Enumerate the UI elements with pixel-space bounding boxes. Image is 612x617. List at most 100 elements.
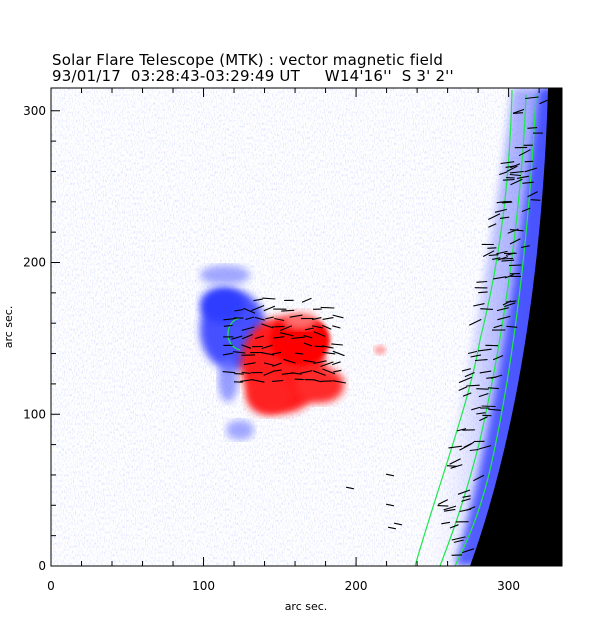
field-vector bbox=[303, 342, 313, 347]
field-vector bbox=[480, 308, 493, 310]
field-vector bbox=[231, 335, 243, 340]
field-vector bbox=[487, 387, 499, 390]
field-vector bbox=[245, 316, 255, 321]
field-vector bbox=[462, 392, 472, 397]
field-vector bbox=[463, 441, 475, 448]
field-vector bbox=[332, 361, 341, 366]
field-vector bbox=[312, 325, 323, 329]
field-vector bbox=[513, 112, 524, 114]
field-vector bbox=[300, 370, 313, 374]
field-vector bbox=[501, 257, 514, 260]
field-vector bbox=[387, 526, 397, 530]
field-vector bbox=[263, 370, 274, 376]
plot-subtitle: 93/01/17 03:28:43-03:29:49 UT W14'16'' S… bbox=[52, 67, 454, 85]
field-vector bbox=[263, 305, 276, 312]
field-vector bbox=[461, 498, 471, 502]
field-vector bbox=[295, 352, 304, 355]
field-vector bbox=[313, 360, 327, 365]
field-vector bbox=[320, 306, 335, 309]
field-vector bbox=[313, 379, 322, 383]
field-vector bbox=[321, 324, 332, 330]
field-vector bbox=[449, 524, 459, 529]
contour-lines bbox=[227, 89, 537, 566]
field-vector bbox=[493, 276, 507, 280]
field-vector bbox=[478, 291, 488, 294]
field-vector bbox=[539, 99, 548, 105]
field-vector bbox=[468, 318, 482, 326]
x-tick-label: 0 bbox=[47, 579, 55, 593]
field-vector bbox=[486, 376, 497, 379]
y-tick-label: 0 bbox=[38, 559, 46, 573]
field-vector bbox=[333, 369, 342, 373]
field-vector bbox=[510, 163, 521, 169]
field-vector bbox=[444, 508, 456, 512]
field-vector bbox=[462, 548, 475, 554]
field-vector bbox=[223, 317, 237, 321]
field-vector bbox=[488, 254, 499, 257]
field-vector bbox=[516, 175, 530, 179]
field-vector bbox=[457, 489, 471, 495]
field-vector bbox=[271, 379, 284, 382]
field-vector bbox=[320, 361, 334, 368]
field-vector bbox=[291, 372, 302, 375]
field-vector bbox=[345, 486, 355, 490]
field-vector bbox=[470, 354, 482, 358]
field-vector bbox=[478, 445, 492, 450]
field-vector bbox=[456, 428, 467, 432]
field-vector bbox=[496, 307, 509, 312]
field-vector bbox=[478, 392, 489, 398]
field-vector bbox=[497, 256, 509, 261]
field-vector bbox=[263, 362, 275, 366]
field-vector bbox=[476, 280, 488, 283]
field-vector bbox=[499, 216, 510, 219]
y-tick-label: 200 bbox=[23, 256, 46, 270]
field-vector bbox=[505, 252, 516, 256]
off-disk-region bbox=[470, 88, 562, 566]
x-tick-label: 100 bbox=[192, 579, 215, 593]
y-tick-label: 300 bbox=[23, 104, 46, 118]
field-vector bbox=[449, 458, 461, 465]
field-vector bbox=[477, 348, 492, 352]
magnetogram-image bbox=[51, 88, 562, 566]
field-vector bbox=[469, 448, 479, 452]
field-vector bbox=[506, 165, 518, 172]
field-vector bbox=[461, 368, 471, 372]
field-vector bbox=[234, 373, 244, 375]
field-vector bbox=[510, 178, 523, 186]
field-vector bbox=[492, 257, 501, 260]
vector-field bbox=[222, 96, 548, 556]
field-vector bbox=[273, 336, 285, 339]
field-vector bbox=[451, 536, 466, 541]
field-vector bbox=[496, 201, 507, 204]
field-vector bbox=[527, 127, 538, 129]
field-vector bbox=[525, 96, 539, 100]
field-vector bbox=[254, 316, 265, 321]
field-vector bbox=[488, 223, 497, 228]
field-vector bbox=[243, 362, 256, 366]
field-vector bbox=[509, 173, 521, 177]
field-vector bbox=[314, 345, 324, 348]
field-vector bbox=[332, 325, 341, 329]
field-vector bbox=[499, 171, 508, 176]
field-vector bbox=[464, 371, 475, 378]
x-axis-title: arc sec. bbox=[285, 600, 328, 613]
field-vector bbox=[271, 351, 282, 355]
field-vector bbox=[504, 273, 514, 279]
field-vector bbox=[304, 327, 314, 331]
field-vector bbox=[241, 344, 252, 349]
field-vector bbox=[441, 521, 450, 525]
field-vector bbox=[261, 323, 274, 329]
field-vector bbox=[251, 304, 265, 312]
field-vector bbox=[322, 368, 336, 375]
field-vector bbox=[289, 314, 303, 318]
field-vector bbox=[313, 370, 326, 376]
field-vector bbox=[322, 351, 336, 355]
field-vector bbox=[385, 503, 395, 507]
field-vector bbox=[262, 297, 276, 300]
field-vector bbox=[493, 324, 503, 329]
field-vector bbox=[462, 495, 471, 498]
field-vector bbox=[393, 522, 403, 526]
field-vector bbox=[279, 325, 293, 332]
field-vector bbox=[488, 408, 501, 411]
